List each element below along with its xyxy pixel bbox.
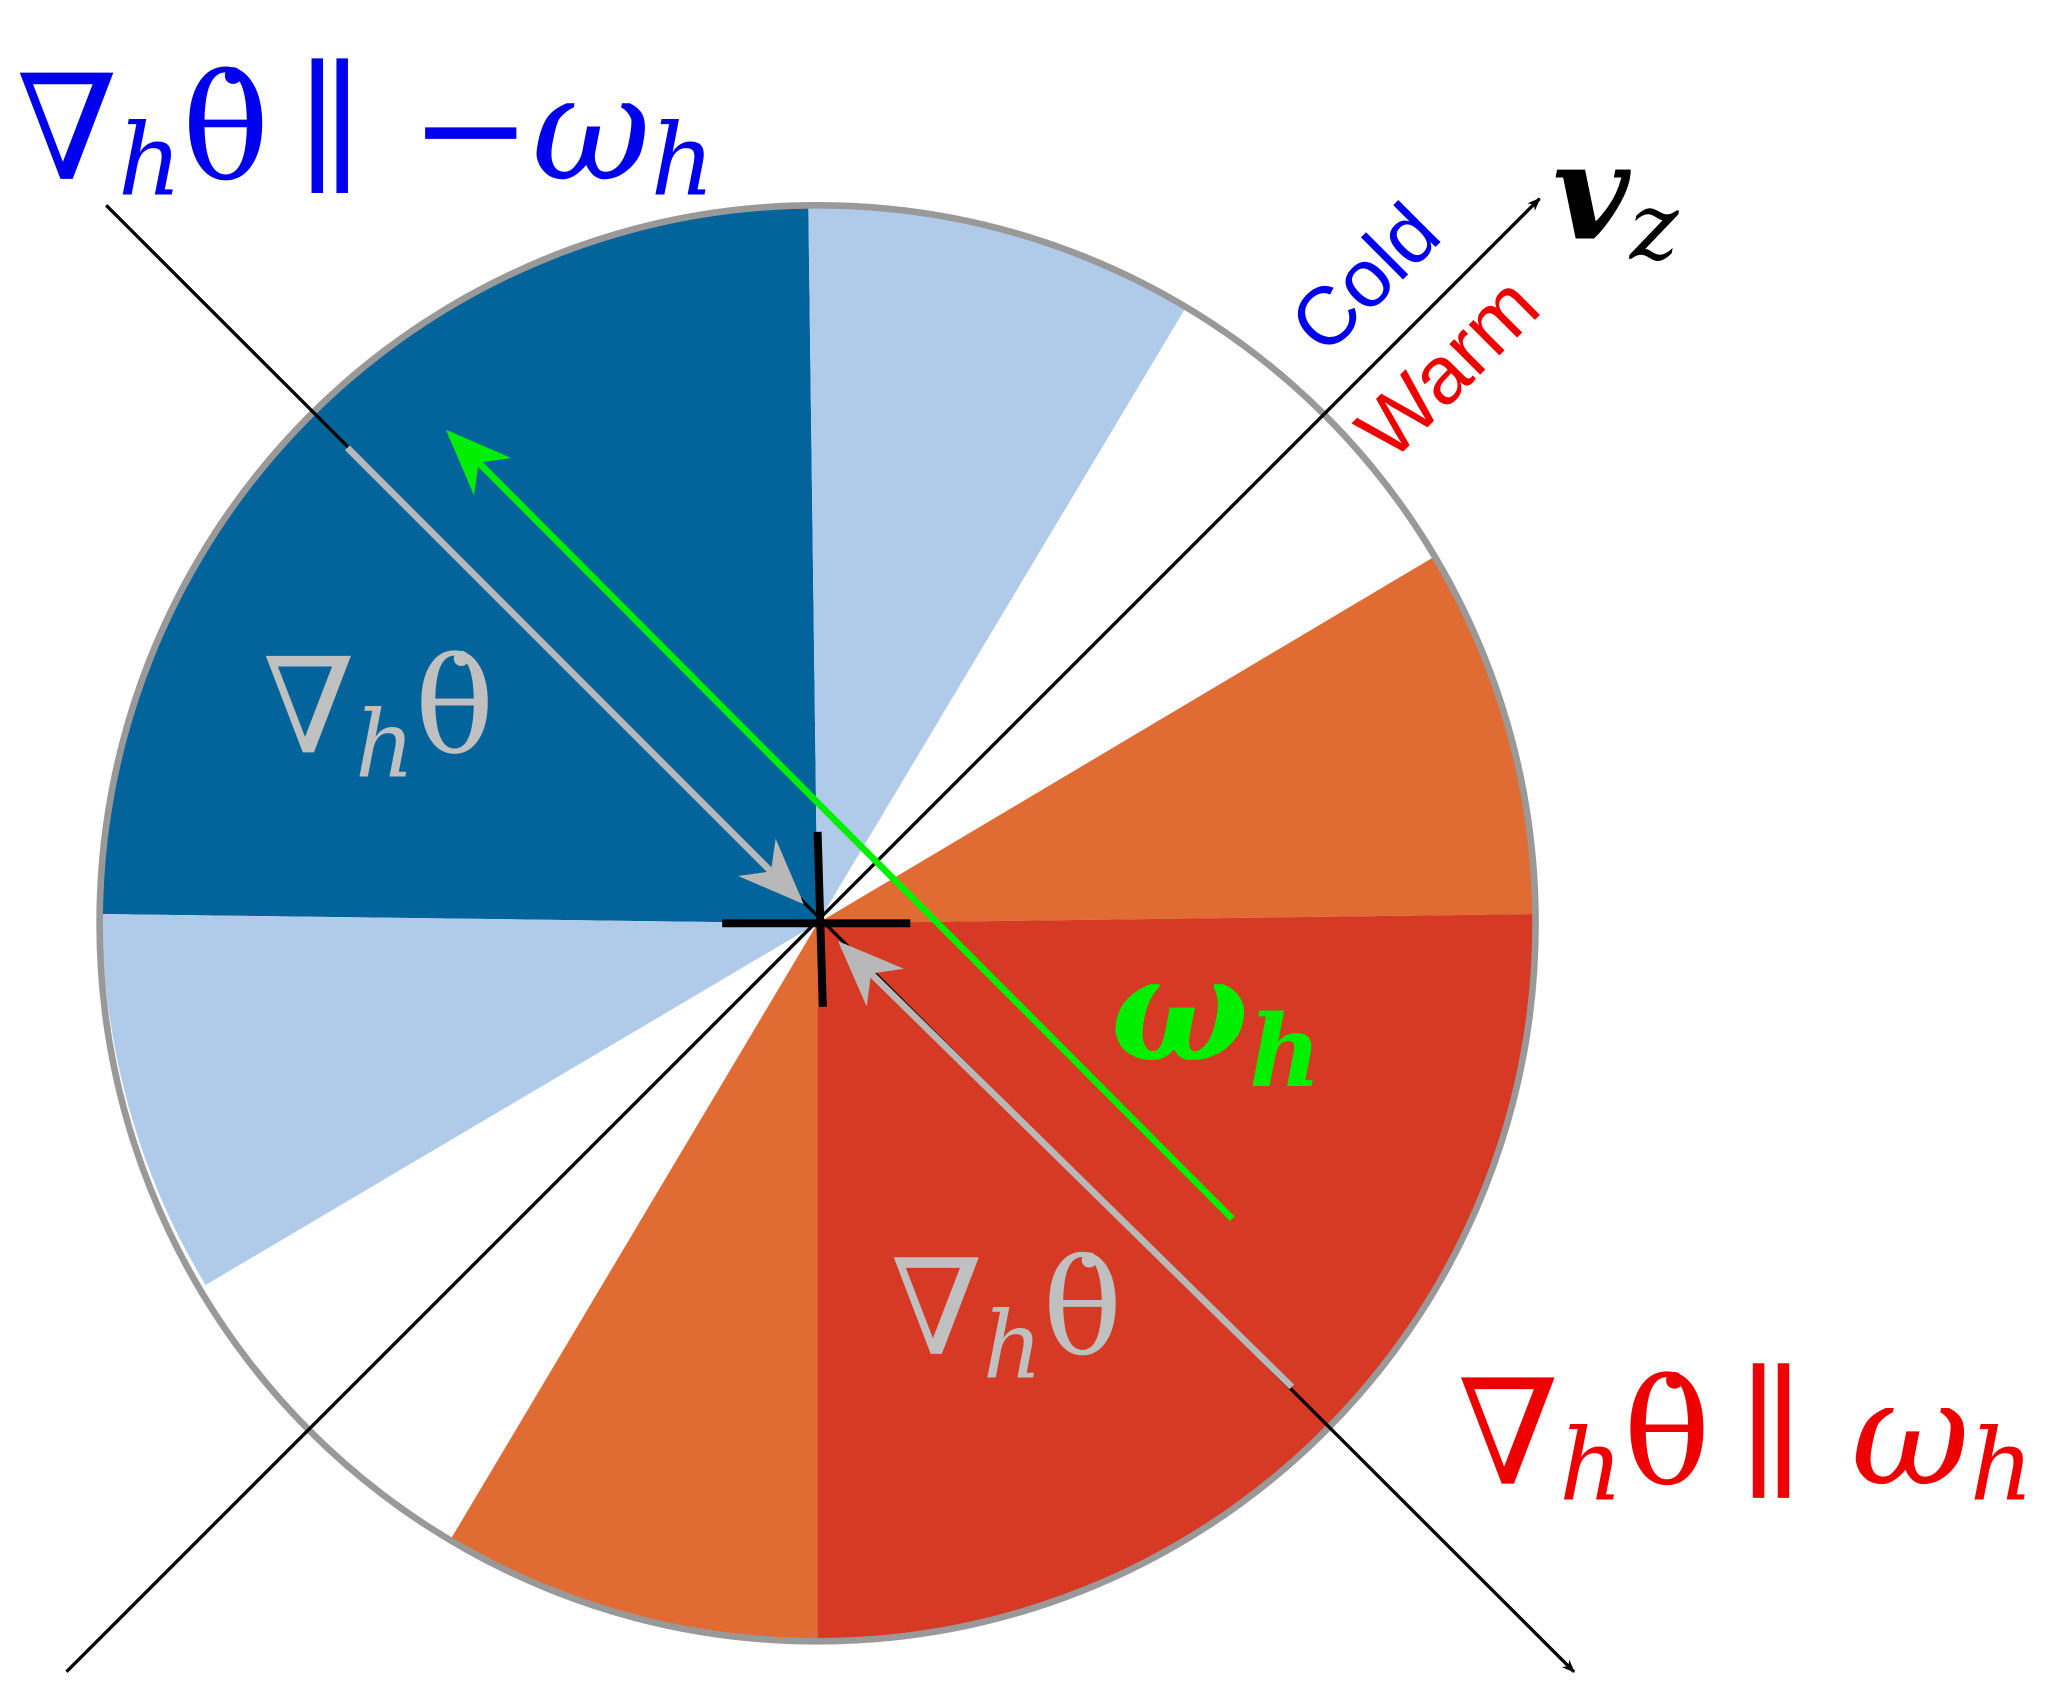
symbol: θ̇ xyxy=(182,45,270,214)
symbol: θ̇ xyxy=(415,630,495,784)
symbol: h xyxy=(651,104,715,219)
symbol: ∇ xyxy=(1457,1350,1559,1519)
symbol: h xyxy=(1559,1409,1623,1524)
circle xyxy=(96,202,1539,1645)
symbol: h xyxy=(118,104,182,219)
label-inner: ∇hθ̇ xyxy=(890,1232,1122,1400)
symbol: h xyxy=(1249,994,1321,1110)
symbol: ∇ xyxy=(890,1232,982,1386)
symbol: θ̇ xyxy=(1623,1350,1711,1519)
symbol: v xyxy=(1553,115,1632,270)
gray-arrow xyxy=(838,941,1295,1390)
gray-arrow xyxy=(344,445,804,905)
label-top-left: ∇hθ̇ ∥ −ωh xyxy=(16,45,714,219)
symbol: h xyxy=(1970,1409,2034,1524)
label-inner: ∇hθ̇ xyxy=(263,630,495,798)
symbol: ω xyxy=(1110,924,1249,1095)
symbol: ∥ −ω xyxy=(296,45,651,214)
sector-orange xyxy=(817,556,1536,924)
label-bottom-right: ∇hθ̇ ∥ ωh xyxy=(1457,1350,2033,1524)
cross xyxy=(813,831,827,1007)
label-omega: ωh xyxy=(1110,924,1321,1110)
label-vz: vz xyxy=(1553,115,1680,280)
symbol: ∇ xyxy=(16,45,118,214)
symbol: ∇ xyxy=(263,630,355,784)
vz-axis xyxy=(65,197,1541,1673)
sector-light-blue xyxy=(808,205,1186,924)
symbol: h xyxy=(983,1292,1043,1400)
symbol: z xyxy=(1629,172,1680,280)
omega-arrow xyxy=(445,429,1235,1222)
symbol: θ̇ xyxy=(1043,1232,1123,1386)
symbol: ∥ ω xyxy=(1737,1350,1969,1519)
sector-orange xyxy=(450,923,818,1642)
sector-light-blue xyxy=(102,914,818,1285)
symbol: h xyxy=(355,690,415,798)
